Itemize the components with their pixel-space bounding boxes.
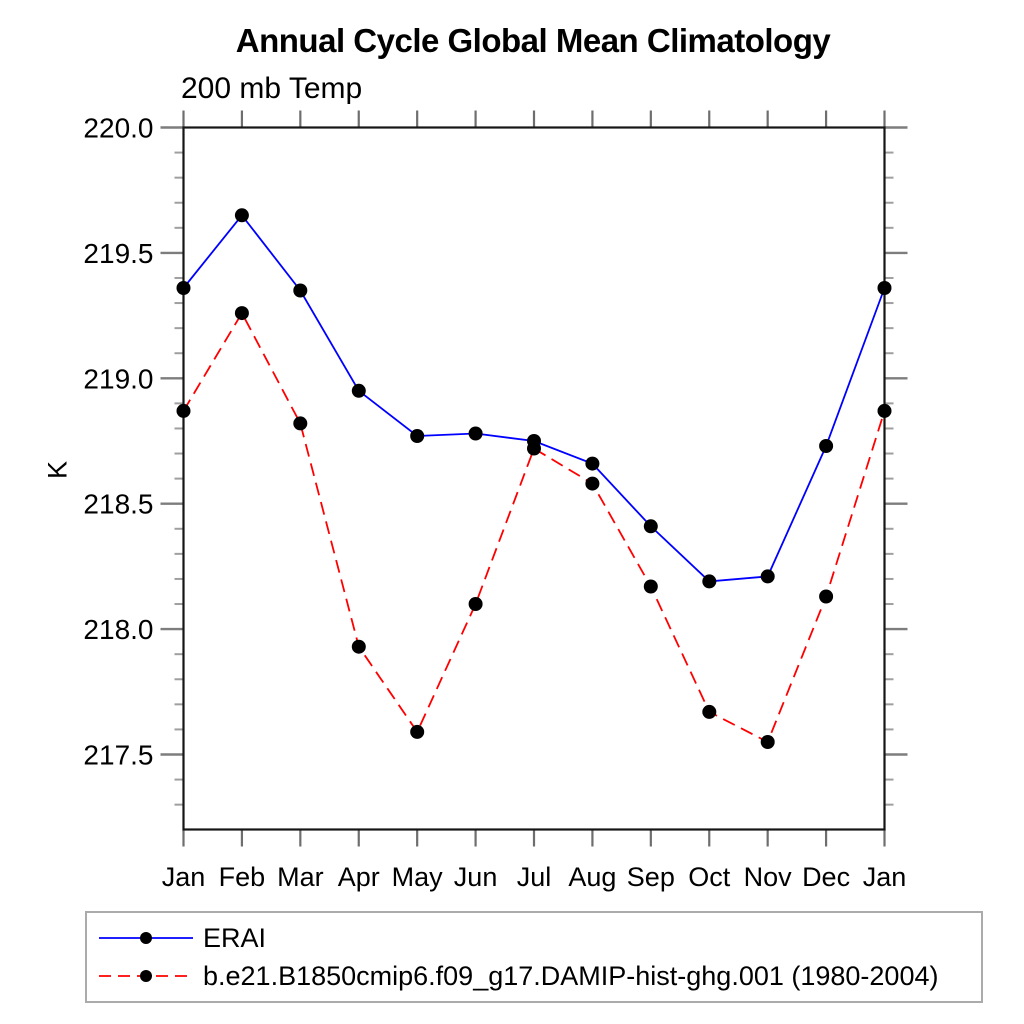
data-point-model	[819, 589, 834, 604]
data-point-erai	[877, 281, 892, 295]
data-point-erai	[468, 426, 483, 441]
data-point-model	[234, 306, 249, 321]
x-tick-label: Apr	[338, 862, 380, 892]
y-tick-label: 218.0	[83, 614, 153, 645]
data-point-model	[468, 597, 483, 611]
data-point-erai	[176, 281, 191, 295]
x-tick-label: Oct	[688, 862, 731, 892]
legend-key-marker	[140, 970, 152, 982]
y-tick-label: 220.0	[83, 113, 153, 144]
x-tick-label: Nov	[744, 862, 793, 892]
data-point-model	[410, 724, 425, 739]
legend-key-marker	[140, 932, 152, 944]
data-point-erai	[760, 569, 775, 584]
model-legend-key	[99, 970, 193, 982]
model-line	[182, 311, 886, 744]
data-point-model	[585, 476, 600, 491]
data-point-erai	[293, 283, 308, 298]
chart-title: Annual Cycle Global Mean Climatology	[235, 22, 831, 59]
data-point-model	[702, 704, 717, 719]
x-tick-label: Aug	[568, 862, 616, 892]
x-tick-label: Jul	[517, 862, 552, 892]
legend-label-model: b.e21.B1850cmip6.f09_g17.DAMIP-hist-ghg.…	[203, 960, 939, 991]
plot-frame	[182, 126, 886, 831]
data-point-model	[176, 403, 191, 418]
data-point-model	[351, 639, 366, 654]
legend-item-model: b.e21.B1850cmip6.f09_g17.DAMIP-hist-ghg.…	[93, 957, 981, 995]
y-tick-label: 219.0	[83, 363, 153, 394]
chart-subtitle: 200 mb Temp	[181, 72, 363, 105]
x-tick-label: Sep	[627, 862, 675, 892]
y-tick-label: 217.5	[83, 740, 153, 771]
data-point-erai	[702, 574, 717, 589]
data-point-erai	[819, 439, 834, 453]
data-point-erai	[643, 519, 658, 534]
data-point-erai	[585, 456, 600, 471]
data-point-model	[527, 441, 541, 456]
erai-line	[182, 213, 886, 583]
x-tick-label: Feb	[219, 862, 266, 892]
x-tick-label: Dec	[802, 862, 850, 892]
data-point-model	[643, 579, 658, 594]
legend-box: ERAI b.e21.B1850cmip6.f09_g17.DAMIP-hist…	[85, 911, 983, 1003]
data-point-erai	[234, 208, 249, 223]
x-tick-label: Jan	[863, 862, 907, 892]
x-tick-label: May	[392, 862, 444, 892]
legend-item-erai: ERAI	[93, 919, 981, 957]
x-tick-label: Mar	[277, 862, 324, 892]
y-tick-label: 219.5	[83, 238, 153, 269]
data-point-erai	[351, 383, 366, 398]
data-point-model	[877, 403, 892, 418]
x-tick-label: Jun	[454, 862, 498, 892]
data-point-model	[293, 416, 308, 431]
x-tick-label: Jan	[162, 862, 206, 892]
y-tick-label: 218.5	[83, 489, 153, 520]
data-point-erai	[410, 429, 425, 443]
legend-label-erai: ERAI	[203, 922, 267, 953]
erai-legend-key	[99, 932, 193, 944]
data-point-model	[760, 735, 775, 749]
